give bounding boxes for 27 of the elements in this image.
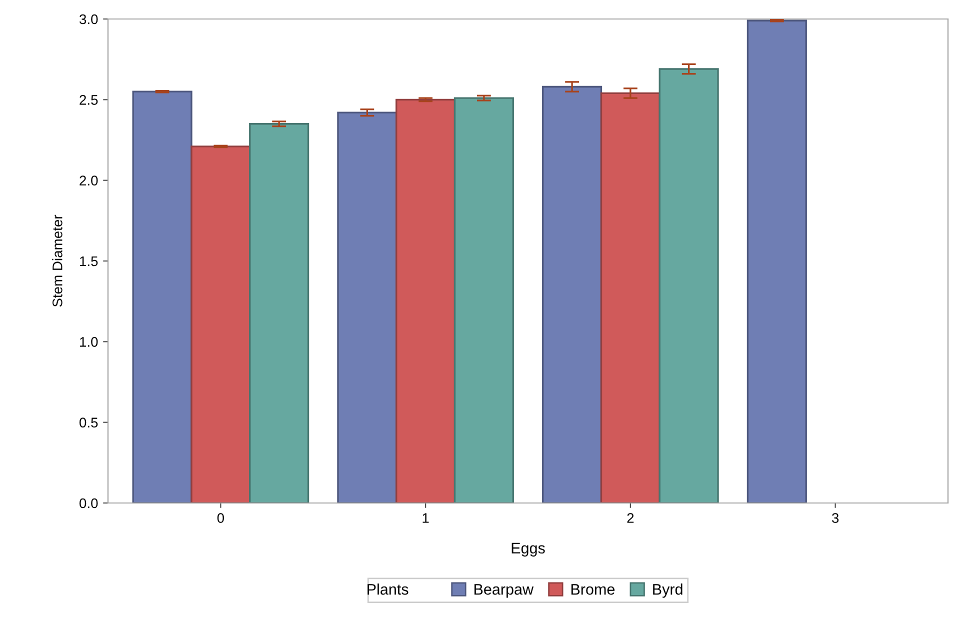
legend-label: Brome xyxy=(571,584,615,595)
bar xyxy=(337,112,398,503)
legend-label: Byrd xyxy=(653,584,682,598)
bar xyxy=(658,68,719,503)
legend-title: Plants xyxy=(368,584,408,595)
x-axis-title: Eggs xyxy=(512,542,545,557)
x-tick-label: 1 xyxy=(422,513,429,523)
y-tick-label: 3.0 xyxy=(80,14,98,24)
bar xyxy=(132,90,192,503)
y-tick-label: 2.0 xyxy=(80,176,98,186)
y-tick-label: 2.5 xyxy=(80,95,98,105)
y-tick-label: 1.5 xyxy=(80,256,98,266)
bar xyxy=(396,98,456,503)
bar xyxy=(190,146,251,503)
x-tick-label: 0 xyxy=(217,513,224,523)
bar xyxy=(600,92,660,503)
y-tick-label: 0.0 xyxy=(80,498,98,508)
legend-label: Bearpaw xyxy=(474,584,534,598)
y-axis-title: Stem Diameter xyxy=(52,214,62,307)
bar xyxy=(542,86,602,503)
y-tick-label: 1.0 xyxy=(80,337,98,347)
x-tick-label: 3 xyxy=(832,513,839,523)
y-tick-label: 0.5 xyxy=(80,418,98,428)
bar xyxy=(454,97,514,503)
bar xyxy=(249,123,310,503)
x-tick-label: 2 xyxy=(627,513,634,523)
bar xyxy=(746,20,807,503)
